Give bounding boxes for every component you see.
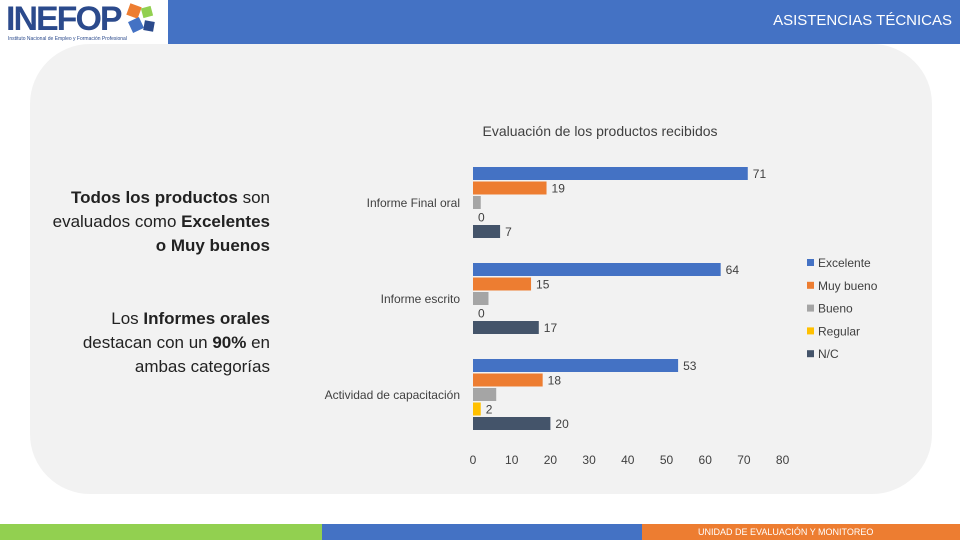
- summary-oral-reports: Los Informes orales destacan con un 90% …: [50, 307, 270, 379]
- data-label-1-0: 64: [726, 263, 740, 277]
- bar-0-0: [473, 167, 748, 180]
- footer-orange-band: [642, 524, 960, 540]
- logo-subtitle: Instituto Nacional de Empleo y Formación…: [8, 36, 127, 42]
- legend-swatch-0: [807, 259, 814, 266]
- chart-title: Evaluación de los productos recibidos: [482, 123, 717, 139]
- summary-text-2: Los: [111, 309, 144, 328]
- data-label-1-3: 0: [478, 307, 485, 321]
- bar-1-2: [473, 292, 489, 305]
- category-label-1: Informe escrito: [381, 292, 461, 306]
- bar-1-0: [473, 263, 721, 276]
- bar-0-1: [473, 181, 547, 195]
- bar-2-2: [473, 388, 497, 401]
- legend-label-1: Muy bueno: [818, 279, 878, 293]
- bar-2-3: [473, 402, 481, 416]
- x-tick-label-1: 10: [505, 453, 519, 467]
- data-label-2-3: 2: [486, 403, 493, 417]
- logo-text: INEFOP: [6, 0, 123, 38]
- category-label-0: Informe Final oral: [367, 196, 460, 210]
- data-label-1-4: 17: [544, 321, 558, 335]
- data-label-0-4: 7: [505, 225, 512, 239]
- page-title: ASISTENCIAS TÉCNICAS: [773, 12, 952, 29]
- logo-mark-icon: [126, 3, 155, 33]
- logo[interactable]: INEFOP Instituto Nacional de Empleo y Fo…: [0, 0, 168, 44]
- legend-swatch-2: [807, 304, 814, 312]
- data-label-1-1: 15: [536, 278, 550, 292]
- summary-bold-3: Informes orales: [143, 309, 270, 328]
- legend-label-2: Bueno: [818, 302, 853, 316]
- legend-swatch-4: [807, 350, 814, 358]
- x-tick-label-6: 60: [699, 453, 713, 467]
- x-tick-label-5: 50: [660, 453, 674, 467]
- data-label-2-4: 20: [555, 417, 569, 431]
- legend-label-3: Regular: [818, 324, 860, 338]
- data-label-2-1: 18: [548, 374, 562, 388]
- legend-label-4: N/C: [818, 347, 839, 361]
- x-tick-label-8: 80: [776, 453, 790, 467]
- data-label-0-0: 71: [753, 167, 767, 181]
- footer-blue-band: [322, 524, 642, 540]
- legend-label-0: Excelente: [818, 256, 871, 270]
- footer-green-band: [0, 524, 322, 540]
- x-tick-label-3: 30: [582, 453, 596, 467]
- summary-bold-1: Todos los productos: [71, 188, 238, 207]
- summary-text-3: destacan con un: [82, 333, 213, 352]
- bar-2-0: [473, 359, 679, 372]
- x-tick-label-7: 70: [737, 453, 751, 467]
- summary-text-1: son evaluados como: [52, 188, 270, 231]
- bar-1-1: [473, 277, 532, 291]
- bar-0-4: [473, 225, 501, 238]
- bar-1-4: [473, 321, 539, 334]
- bar-2-1: [473, 373, 543, 387]
- data-label-0-1: 19: [552, 182, 566, 196]
- summary-bold-2: Excelentes o Muy buenos: [155, 212, 270, 255]
- legend-swatch-1: [807, 281, 814, 289]
- summary-bold-4: 90%: [212, 333, 247, 352]
- x-tick-label-0: 0: [470, 453, 477, 467]
- legend-swatch-3: [807, 327, 814, 335]
- x-tick-label-4: 40: [621, 453, 635, 467]
- x-tick-label-2: 20: [544, 453, 558, 467]
- summary-text-4: en ambas categorías: [134, 333, 270, 376]
- header-bar: INEFOP Instituto Nacional de Empleo y Fo…: [0, 0, 960, 44]
- data-label-2-0: 53: [683, 359, 697, 373]
- summary-excellent: Todos los productos son evaluados como E…: [50, 186, 270, 258]
- footer-label: UNIDAD DE EVALUACIÓN Y MONITOREO: [698, 527, 874, 537]
- data-label-0-3: 0: [478, 211, 485, 225]
- category-label-2: Actividad de capacitación: [325, 388, 460, 402]
- bar-2-4: [473, 417, 551, 430]
- bar-0-2: [473, 196, 481, 209]
